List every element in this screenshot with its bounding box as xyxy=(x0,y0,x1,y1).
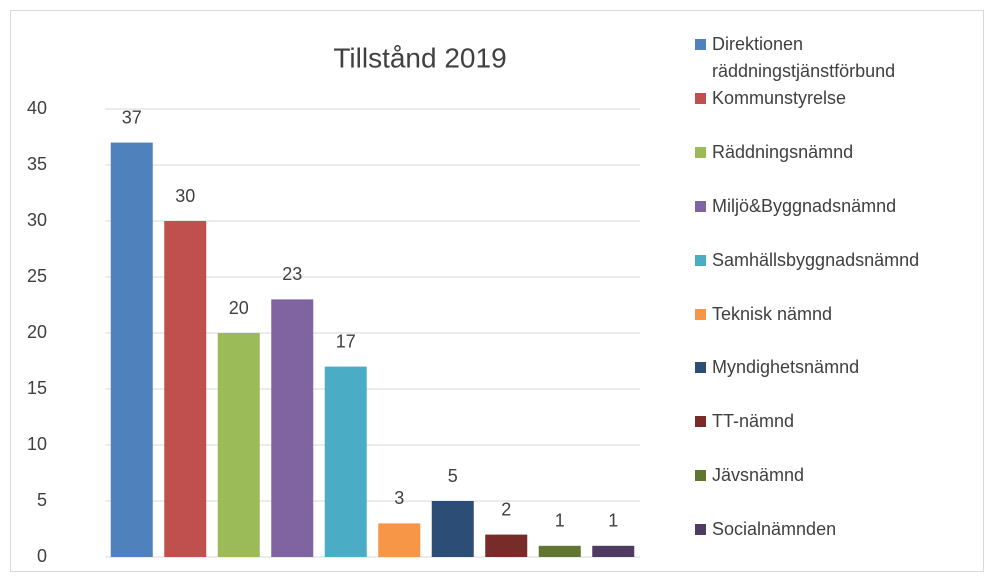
legend-swatch xyxy=(695,92,706,104)
bar xyxy=(324,366,367,557)
y-tick-label: 35 xyxy=(27,154,47,174)
legend-item: Kommunstyrelse xyxy=(695,85,985,112)
chart-title: Tillstånd 2019 xyxy=(333,42,506,73)
legend-item: Samhällsbyggnadsnämnd xyxy=(695,247,985,274)
legend-label: Samhällsbyggnadsnämnd xyxy=(712,249,920,270)
bar xyxy=(431,501,474,557)
legend-swatch xyxy=(695,308,706,320)
legend-swatch xyxy=(695,470,706,482)
bar xyxy=(164,221,207,557)
legend-label: TT-nämnd xyxy=(712,411,795,432)
legend-item: TT-nämnd xyxy=(695,408,985,435)
y-tick-label: 0 xyxy=(37,546,47,566)
legend-swatch xyxy=(695,416,706,428)
legend-item: Miljö&Byggnadsnämnd xyxy=(695,193,985,220)
legend-swatch xyxy=(695,524,706,536)
data-label: 5 xyxy=(448,466,458,486)
legend-swatch xyxy=(695,254,706,266)
data-label: 37 xyxy=(122,107,142,127)
legend-item: Socialnämnden xyxy=(695,516,985,543)
legend-swatch xyxy=(695,146,706,158)
legend-label: Direktionen räddningstjänstförbund xyxy=(712,34,896,81)
data-label: 1 xyxy=(608,511,618,531)
y-tick-label: 15 xyxy=(27,378,47,398)
legend-item: Räddningsnämnd xyxy=(695,139,985,166)
legend-label: Jävsnämnd xyxy=(712,465,805,486)
legend-label: Kommunstyrelse xyxy=(712,87,847,108)
data-label: 17 xyxy=(336,331,356,351)
bar xyxy=(538,545,581,557)
bar xyxy=(592,545,635,557)
bar xyxy=(110,142,153,557)
y-tick-label: 10 xyxy=(27,434,47,454)
bar xyxy=(271,299,314,557)
y-tick-label: 25 xyxy=(27,266,47,286)
legend-swatch xyxy=(695,39,706,50)
legend-label: Räddningsnämnd xyxy=(712,141,854,162)
y-tick-label: 30 xyxy=(27,210,47,230)
data-label: 20 xyxy=(229,298,249,318)
legend-swatch xyxy=(695,200,706,212)
data-label: 1 xyxy=(555,511,565,531)
y-tick-label: 40 xyxy=(27,98,47,118)
legend-item: Myndighetsnämnd xyxy=(695,354,985,381)
legend-item: Teknisk nämnd xyxy=(695,301,985,328)
legend-swatch xyxy=(695,362,706,374)
legend-label: Socialnämnden xyxy=(712,519,837,540)
y-tick-label: 20 xyxy=(27,322,47,342)
bar xyxy=(217,333,260,557)
legend-label: Myndighetsnämnd xyxy=(712,357,860,378)
bar xyxy=(485,534,528,557)
legend-label: Miljö&Byggnadsnämnd xyxy=(712,195,897,216)
data-label: 3 xyxy=(394,488,404,508)
y-tick-label: 5 xyxy=(37,490,47,510)
legend-item: Direktionen räddningstjänstförbund xyxy=(695,31,985,85)
data-label: 23 xyxy=(282,264,302,284)
data-label: 2 xyxy=(501,499,511,519)
data-label: 30 xyxy=(175,186,195,206)
legend-label: Teknisk nämnd xyxy=(712,303,833,324)
chart-border xyxy=(10,10,984,572)
bar xyxy=(378,523,421,557)
legend-item: Jävsnämnd xyxy=(695,462,985,489)
